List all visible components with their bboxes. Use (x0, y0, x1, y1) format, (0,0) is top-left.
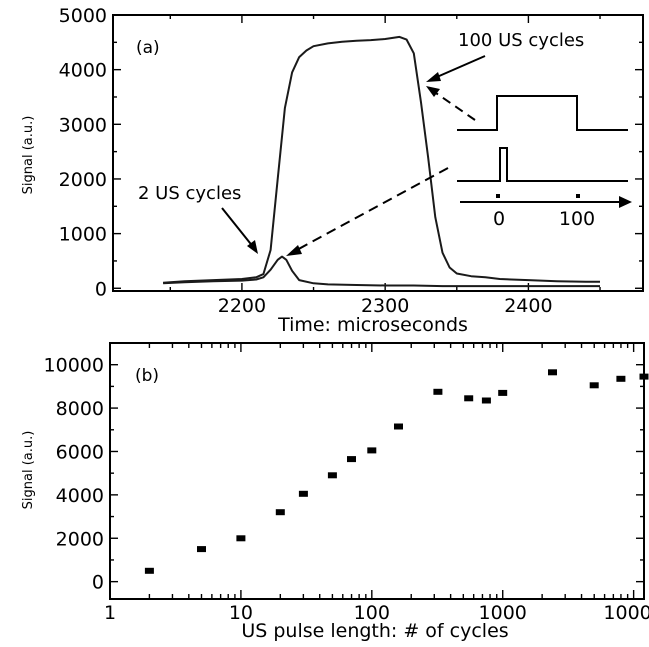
panel-b: 0 2000 4000 6000 8000 10000 1 10 100 1000 10000 (… (21, 342, 649, 642)
panel-b-y-tick-label: 6000 (56, 441, 104, 463)
scatter-point (464, 395, 474, 402)
panel-a-y-tick-label: 2000 (59, 169, 107, 191)
annotation-100-us-cycles: 100 US cycles (458, 30, 584, 51)
panel-b-y-tick-label: 4000 (56, 485, 104, 507)
scatter-point (639, 373, 649, 380)
scatter-point (394, 423, 403, 430)
dashed-arrow-to-2 (294, 167, 449, 252)
annotation-2-us-cycles: 2 US cycles (138, 183, 241, 204)
panel-b-y-tick-label: 0 (92, 572, 104, 594)
scatter-point (616, 375, 626, 382)
scatter-point (498, 389, 508, 396)
panel-b-data-points (144, 369, 649, 574)
inset-long-pulse (457, 95, 628, 131)
panel-a-y-tick-label: 0 (95, 278, 107, 300)
panel-b-label: (b) (135, 366, 159, 386)
scatter-point (144, 567, 154, 574)
scatter-point (481, 397, 491, 404)
panel-b-x-tick-label: 100 (354, 602, 390, 624)
panel-b-y-axis-label: Signal (a.u.) (21, 431, 36, 510)
scatter-point (236, 535, 246, 542)
panel-a-x-axis-label: Time: microseconds (277, 314, 468, 336)
panel-a-x-tick-label: 2200 (218, 295, 266, 317)
inset-short-pulse (457, 147, 628, 182)
scatter-point (433, 388, 443, 395)
annotation-arrowhead-100 (426, 72, 441, 82)
panel-a-frame (112, 14, 644, 292)
panel-b-y-tick-label: 8000 (56, 398, 104, 420)
scatter-point (367, 447, 377, 454)
panel-a-x-ticks: 2200 2300 2400 (169, 15, 601, 317)
panel-a-x-tick-label: 2300 (361, 295, 409, 317)
panel-a-y-tick-label: 5000 (59, 5, 107, 27)
annotation-arrow-2 (221, 207, 255, 249)
panel-b-x-tick-label: 1 (104, 602, 116, 624)
panel-b-x-axis-label: US pulse length: # of cycles (241, 620, 508, 642)
panel-a-y-tick-label: 1000 (59, 224, 107, 246)
dashed-arrowhead-to-2 (286, 245, 302, 256)
scatter-point (589, 382, 599, 389)
dashed-arrowhead-to-100 (426, 86, 440, 97)
panel-b-x-ticks: 1 10 100 1000 10000 (104, 343, 649, 624)
inset-tick-label-100: 100 (559, 208, 595, 230)
inset-tick-100 (576, 194, 580, 198)
panel-b-y-tick-label: 2000 (56, 528, 104, 550)
scatter-point (548, 369, 557, 376)
scatter-point (197, 546, 206, 553)
panel-a-y-tick-label: 3000 (59, 114, 107, 136)
panel-b-x-tick-label: 10000 (603, 602, 649, 624)
panel-b-y-ticks: 0 2000 4000 6000 8000 10000 (44, 355, 644, 594)
annotation-arrowhead-2 (247, 240, 258, 254)
panel-b-y-tick-label: 10000 (44, 355, 104, 377)
scatter-point (275, 509, 285, 516)
scatter-point (298, 490, 308, 497)
series-line-2-us-cycles (163, 255, 600, 288)
inset-tick-label-0: 0 (493, 208, 505, 230)
scatter-point (347, 456, 356, 463)
inset-tick-0 (496, 194, 500, 198)
panel-b-x-tick-label: 1000 (479, 602, 527, 624)
panel-a-label: (a) (136, 38, 160, 58)
series-line-100-us-cycles (163, 35, 600, 284)
panel-b-x-tick-label: 10 (229, 602, 253, 624)
scatter-point (327, 472, 337, 479)
panel-a-y-axis-label: Signal (a.u.) (21, 116, 36, 195)
panel-a-x-tick-label: 2400 (504, 295, 552, 317)
dashed-arrow-to-100 (432, 90, 476, 121)
panel-a-y-tick-label: 4000 (59, 60, 107, 82)
inset-pulse-schematic: 0 100 (457, 95, 632, 230)
panel-b-frame (109, 342, 645, 600)
inset-axis-arrowhead (619, 196, 632, 208)
